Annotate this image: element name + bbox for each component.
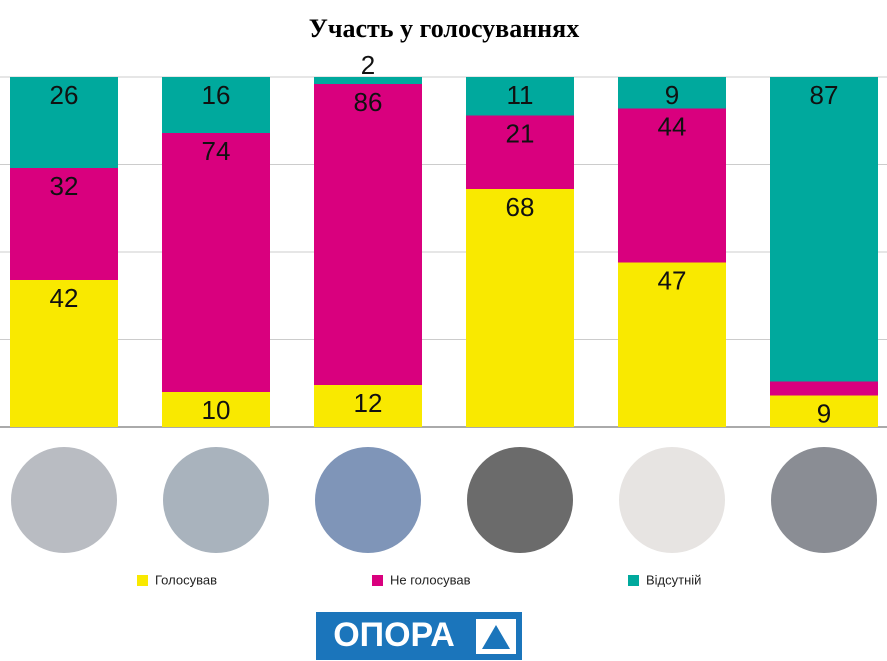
logo-icon (482, 625, 510, 649)
bar-segment (314, 385, 422, 427)
photo (315, 447, 421, 553)
photo (163, 447, 269, 553)
value-label: 9 (665, 80, 679, 110)
bar-segment (162, 133, 270, 392)
bar-segment (314, 77, 422, 84)
photo (11, 447, 117, 553)
bar-segment (162, 77, 270, 133)
value-label: 68 (506, 192, 535, 222)
bar-segment (770, 77, 878, 382)
value-label: 86 (354, 87, 383, 117)
logo: ОПОРА (316, 612, 522, 660)
value-label: 44 (658, 111, 687, 141)
bar-segment (618, 262, 726, 427)
value-label: 87 (810, 80, 839, 110)
legend-swatch (137, 575, 148, 586)
value-label: 47 (658, 265, 687, 295)
photo (771, 447, 877, 553)
bar-segment (10, 280, 118, 427)
photos (11, 447, 877, 553)
logo-text: ОПОРА (333, 616, 455, 654)
legend-label: Голосував (155, 572, 217, 587)
bar-segment (10, 168, 118, 280)
bar-segment (618, 77, 726, 109)
bar-segment (770, 395, 878, 427)
bar-segment (466, 77, 574, 116)
value-label: 74 (202, 136, 231, 166)
value-label: 12 (354, 388, 383, 418)
legend-label: Відсутній (646, 572, 701, 587)
legend-swatch (628, 575, 639, 586)
bar-segment (10, 77, 118, 168)
legend-swatch (372, 575, 383, 586)
photo (467, 447, 573, 553)
value-label: 2 (361, 50, 375, 80)
value-label: 26 (50, 80, 79, 110)
value-label: 11 (507, 80, 534, 110)
value-label: 16 (202, 80, 231, 110)
bar-segment (314, 84, 422, 385)
photo (619, 447, 725, 553)
legend-label: Не голосував (390, 572, 471, 587)
value-label: 42 (50, 283, 79, 313)
bar-segment (618, 108, 726, 263)
chart-title: Участь у голосуваннях (309, 14, 579, 43)
value-label: 9 (817, 398, 831, 428)
bar-segment (770, 381, 878, 396)
value-label: 10 (202, 395, 231, 425)
bar-segment (466, 189, 574, 427)
bar-segment (466, 115, 574, 189)
value-label: 32 (50, 171, 79, 201)
bar-segment (162, 392, 270, 427)
value-label: 21 (506, 118, 535, 148)
